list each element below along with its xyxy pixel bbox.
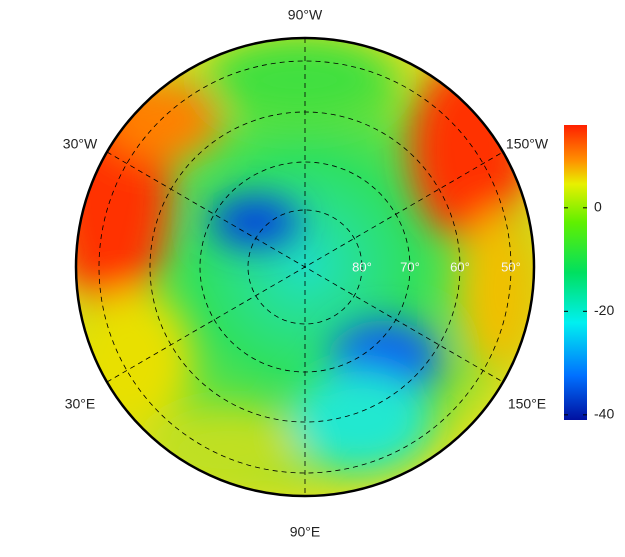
longitude-label: 90°E xyxy=(290,524,321,540)
longitude-label: 150°E xyxy=(508,396,546,412)
colorbar-tick-label: 0 xyxy=(594,199,602,215)
longitude-label: 30°W xyxy=(63,136,98,152)
colorbar-tick-label: -40 xyxy=(594,406,614,422)
longitude-label: 150°W xyxy=(506,136,549,152)
latitude-label: 50° xyxy=(501,259,521,274)
graticule xyxy=(98,38,512,496)
longitude-label: 30°E xyxy=(65,396,96,412)
colorbar-tick-label: -20 xyxy=(594,302,614,318)
map-border xyxy=(74,36,536,498)
latitude-label: 80° xyxy=(352,259,372,274)
latitude-label: 70° xyxy=(400,259,420,274)
latitude-label: 60° xyxy=(450,259,470,274)
longitude-label: 90°W xyxy=(288,7,323,23)
colorbar xyxy=(564,125,587,420)
